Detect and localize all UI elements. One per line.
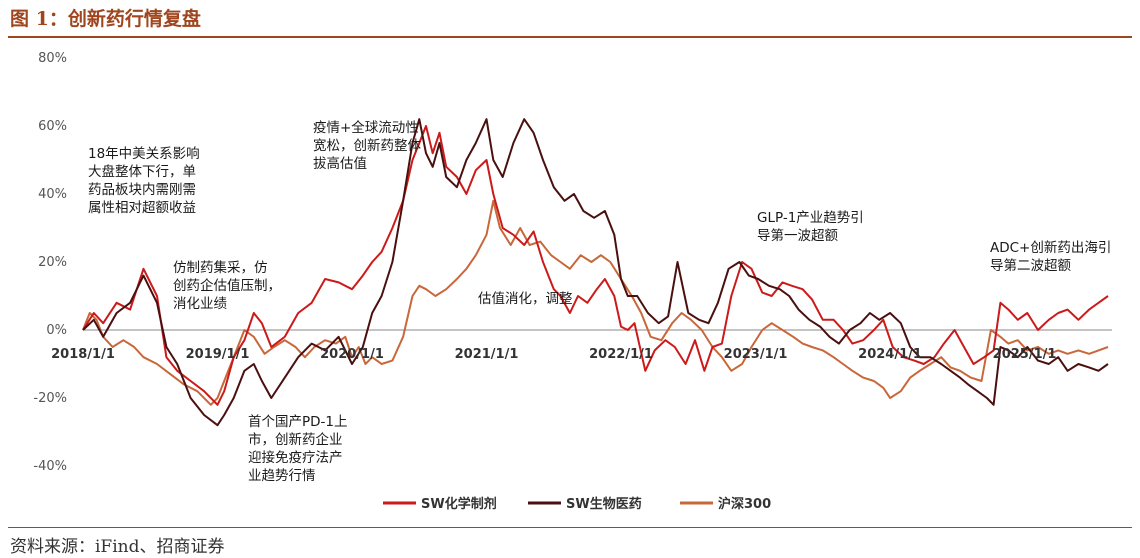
annotation-2: 首个国产PD-1上市，创新药企业迎接免疫疗法产业趋势行情 [248,414,348,484]
annotation-line: ADC+创新药出海引 [990,240,1111,256]
series-layer [82,118,1109,427]
annotation-line: 大盘整体下行，单 [88,163,196,180]
legend-label-1: SW生物医药 [566,496,642,512]
annotation-5: GLP-1产业趋势引导第一波超额 [757,210,864,244]
annotations: 18年中美关系影响大盘整体下行，单药品板块内需刚需属性相对超额收益仿制药集采，仿… [88,119,1111,484]
annotation-line: 创药企估值压制， [173,277,281,294]
annotation-line: 消化业绩 [173,296,227,312]
annotation-line: 拔高估值 [313,155,367,172]
annotation-line: 疫情+全球流动性 [313,119,419,136]
y-tick-label: 40% [38,187,67,202]
x-tick-label: 2025/1/1 [993,347,1057,362]
annotation-line: 仿制药集采，仿 [173,260,268,276]
source-rule [8,527,1132,528]
annotation-4: 估值消化，调整 [478,291,573,307]
annotation-3: 疫情+全球流动性宽松，创新药整体拔高估值 [313,119,421,172]
annotation-line: 宽松，创新药整体 [313,137,421,154]
annotation-line: 业趋势行情 [248,468,316,484]
annotation-line: GLP-1产业趋势引 [757,210,864,226]
series-line-0 [82,125,1109,406]
y-axis: 80% 60% 40% 20% 0% -20% -40% [33,51,67,474]
annotation-1: 仿制药集采，仿创药企估值压制， 消化业绩 [173,260,281,312]
annotation-line: 导第一波超额 [757,227,838,244]
y-tick-label: -20% [33,391,67,406]
x-tick-label: 2023/1/1 [724,347,788,362]
y-tick-label: 20% [38,255,67,270]
x-tick-label: 2022/1/1 [589,347,653,362]
figure-title: 图 1：创新药行情复盘 [10,8,201,30]
annotation-line: 市，创新药企业 [248,431,343,448]
x-tick-label: 2020/1/1 [320,347,384,362]
annotation-line: 首个国产PD-1上 [248,414,348,430]
source-note: 资料来源：iFind、招商证券 [10,537,225,557]
annotation-line: 药品板块内需刚需 [88,182,196,198]
title-rule [8,36,1132,38]
x-tick-label: 2024/1/1 [858,347,922,362]
y-tick-label: 80% [38,51,67,66]
y-tick-label: -40% [33,459,67,474]
annotation-line: 导第二波超额 [990,257,1071,274]
annotation-line: 属性相对超额收益 [88,200,196,216]
chart: 80%60%40%20%0%-20%-40% 2018/1/1 2019/1/1 2… [33,51,1112,512]
x-tick-label: 2018/1/1 [51,347,115,362]
x-tick-label: 2019/1/1 [186,347,250,362]
legend-label-0: SW化学制剂 [421,496,497,512]
legend: SW化学制剂 SW生物医药 沪深300 [383,496,771,512]
x-tick-label: 2021/1/1 [455,347,519,362]
y-tick-label: 60% [38,119,67,134]
series-line-1 [82,118,1109,427]
annotation-6: ADC+创新药出海引导第二波超额 [990,240,1111,274]
y-tick-label: 0% [46,323,67,338]
legend-label-2: 沪深300 [718,496,771,512]
annotation-line: 迎接免疫疗法产 [248,449,343,466]
x-axis: 2018/1/1 2019/1/1 2020/1/1 2021/1/1 2022/1/1… [51,347,1056,362]
annotation-line: 估值消化，调整 [478,291,573,307]
annotation-line: 18年中美关系影响 [88,146,200,162]
annotation-0: 18年中美关系影响大盘整体下行，单药品板块内需刚需属性相对超额收益 [88,146,200,216]
